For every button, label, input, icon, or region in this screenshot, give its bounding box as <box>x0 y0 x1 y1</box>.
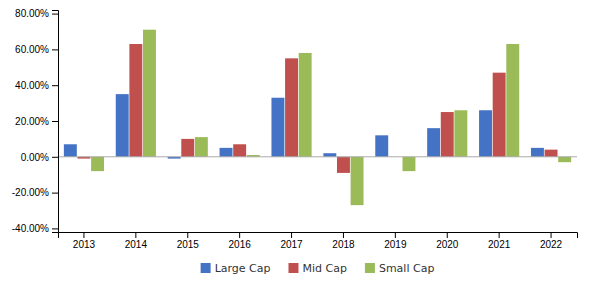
x-tick: 2021 <box>488 232 511 250</box>
bar <box>531 148 544 157</box>
y-tick-mark <box>52 14 58 15</box>
bar <box>285 58 298 156</box>
y-tick-label: 20.00% <box>15 116 49 127</box>
y-tick-label: -40.00% <box>12 223 49 234</box>
bar <box>558 157 571 162</box>
legend-swatch <box>365 263 375 273</box>
bar <box>271 98 284 157</box>
bar <box>402 157 415 171</box>
y-tick-mark <box>52 157 58 158</box>
x-tick-label: 2020 <box>436 239 459 250</box>
y-tick: -40.00% <box>12 223 58 234</box>
bar <box>479 110 492 157</box>
y-tick: 80.00% <box>15 8 58 19</box>
x-axis: 2013 2014 2015 2016 2017 2018 2019 2020 2021 2022 <box>59 232 578 250</box>
bar <box>337 157 350 173</box>
x-tick-mark <box>551 232 552 238</box>
x-tick-mark <box>343 232 344 238</box>
bar <box>323 153 336 157</box>
legend-label: Small Cap <box>379 262 434 275</box>
legend-label: Mid Cap <box>302 262 346 275</box>
bar <box>375 135 388 156</box>
y-tick-label: 80.00% <box>15 8 49 19</box>
y-tick: 20.00% <box>15 116 58 127</box>
x-axis-line <box>59 233 578 239</box>
x-tick: 2016 <box>229 232 252 250</box>
y-axis-line <box>52 11 59 233</box>
y-tick: 60.00% <box>15 44 58 55</box>
y-tick-label: 60.00% <box>15 44 49 55</box>
bar <box>299 53 312 157</box>
bar <box>233 144 246 157</box>
x-tick: 2022 <box>540 232 563 250</box>
x-tick-label: 2015 <box>177 239 200 250</box>
bar <box>441 112 454 157</box>
bar <box>454 110 467 157</box>
x-tick: 2018 <box>332 232 355 250</box>
x-tick: 2014 <box>125 232 148 250</box>
bar <box>493 73 506 157</box>
y-tick-mark <box>52 228 58 229</box>
y-tick-label: -20.00% <box>12 187 49 198</box>
bar <box>545 150 558 157</box>
legend-item: Large Cap <box>201 262 271 275</box>
chart: -40.00% -20.00% 0.00% 20.00% 40.00% 60.00% 80.… <box>0 0 589 282</box>
x-tick-label: 2019 <box>384 239 407 250</box>
y-tick: 0.00% <box>21 152 58 163</box>
x-tick: 2015 <box>177 232 200 250</box>
x-tick-mark <box>135 232 136 238</box>
x-tick-mark <box>447 232 448 238</box>
y-tick: -20.00% <box>12 187 58 198</box>
x-tick-label: 2021 <box>488 239 511 250</box>
y-tick-mark <box>52 85 58 86</box>
x-tick-mark <box>83 232 84 238</box>
x-tick-mark <box>239 232 240 238</box>
y-tick-mark <box>52 121 58 122</box>
x-tick-mark <box>395 232 396 238</box>
bar <box>220 148 233 157</box>
legend-swatch <box>288 263 298 273</box>
x-tick-mark <box>499 232 500 238</box>
x-tick-mark <box>291 232 292 238</box>
zero-line <box>58 156 577 157</box>
x-tick-label: 2022 <box>540 239 563 250</box>
x-tick: 2020 <box>436 232 459 250</box>
x-tick-label: 2018 <box>332 239 355 250</box>
bar <box>181 139 194 157</box>
x-tick-label: 2017 <box>280 239 303 250</box>
x-tick-mark <box>187 232 188 238</box>
bar <box>351 157 364 205</box>
y-tick-label: 40.00% <box>15 80 49 91</box>
bar <box>506 44 519 157</box>
legend-label: Large Cap <box>215 262 271 275</box>
plot: -40.00% -20.00% 0.00% 20.00% 40.00% 60.00% 80.… <box>12 8 578 250</box>
bar <box>129 44 142 157</box>
y-axis: -40.00% -20.00% 0.00% 20.00% 40.00% 60.00% 80.… <box>12 8 59 234</box>
series <box>91 30 571 205</box>
y-tick-mark <box>52 49 58 50</box>
y-tick-label: 0.00% <box>21 152 49 163</box>
x-tick-label: 2013 <box>73 239 96 250</box>
y-tick: 40.00% <box>15 80 58 91</box>
x-tick: 2019 <box>384 232 407 250</box>
legend-item: Small Cap <box>365 262 434 275</box>
x-tick: 2017 <box>280 232 303 250</box>
bar <box>427 128 440 157</box>
bar <box>116 94 129 157</box>
bar <box>91 157 104 171</box>
legend-item: Mid Cap <box>288 262 346 275</box>
bar <box>195 137 208 157</box>
legend: Large Cap Mid Cap Small Cap <box>201 262 435 275</box>
bar <box>64 144 77 157</box>
bar <box>143 30 156 157</box>
y-tick-mark <box>52 193 58 194</box>
bars <box>64 30 571 205</box>
x-tick-label: 2016 <box>229 239 252 250</box>
x-tick: 2013 <box>73 232 96 250</box>
x-tick-label: 2014 <box>125 239 148 250</box>
legend-swatch <box>201 263 211 273</box>
